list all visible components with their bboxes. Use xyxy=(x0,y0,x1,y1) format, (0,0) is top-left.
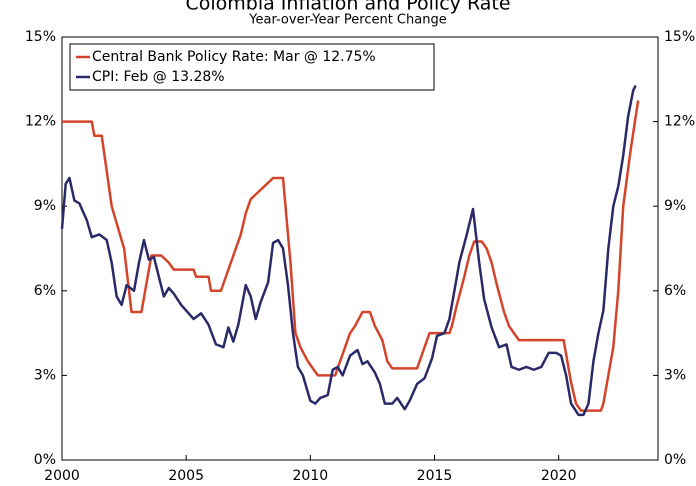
y-tick-label: 6% xyxy=(34,283,56,299)
y-tick-label: 15% xyxy=(25,29,56,45)
legend-box xyxy=(69,43,435,91)
y2-tick-label: 9% xyxy=(664,198,686,214)
x-tick-label: 2005 xyxy=(168,468,204,484)
y-tick-label: 3% xyxy=(34,367,56,383)
series-line xyxy=(60,84,637,417)
y-tick-label: 12% xyxy=(25,114,56,130)
chart-title: Colombia Inflation and Policy Rate xyxy=(185,0,510,15)
y2-tick-label: 0% xyxy=(664,452,686,468)
legend-label: Central Bank Policy Rate: Mar @ 12.75% xyxy=(92,49,376,65)
y2-tick-label: 6% xyxy=(664,283,686,299)
x-tick-label: 2020 xyxy=(541,468,577,484)
y2-tick-label: 15% xyxy=(664,29,695,45)
series-line xyxy=(62,100,640,412)
x-tick-label: 2015 xyxy=(417,468,453,484)
chart-subtitle: Year-over-Year Percent Change xyxy=(248,13,446,28)
y2-tick-label: 3% xyxy=(664,367,686,383)
y2-tick-label: 12% xyxy=(664,114,695,130)
y-tick-label: 9% xyxy=(34,198,56,214)
plot-frame xyxy=(61,36,659,461)
x-tick-label: 2010 xyxy=(293,468,329,484)
x-tick-label: 2000 xyxy=(44,468,80,484)
y-tick-label: 0% xyxy=(34,452,56,468)
legend-label: CPI: Feb @ 13.28% xyxy=(92,69,225,85)
